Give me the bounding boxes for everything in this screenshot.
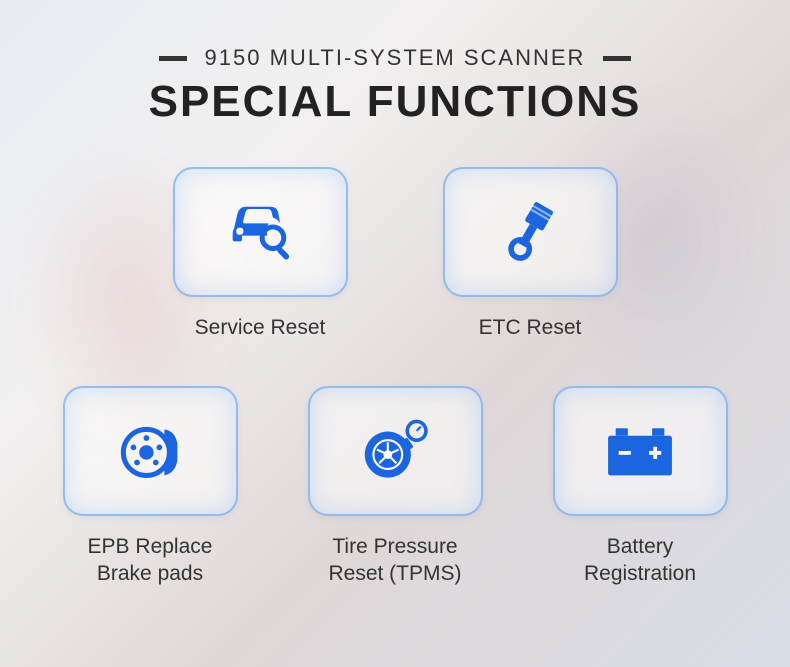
label-tpms: Tire Pressure Reset (TPMS) xyxy=(328,534,461,587)
row-1: Service Reset ETC Reset xyxy=(165,167,625,341)
car-search-icon xyxy=(224,196,296,268)
card-etc-reset: ETC Reset xyxy=(435,167,625,341)
card-service-reset: Service Reset xyxy=(165,167,355,341)
dash-right xyxy=(603,56,631,61)
tire-gauge-icon xyxy=(357,415,433,487)
piston-icon xyxy=(495,197,565,267)
page-title: SPECIAL FUNCTIONS xyxy=(0,77,790,127)
card-epb: EPB Replace Brake pads xyxy=(55,386,245,587)
card-battery: Battery Registration xyxy=(545,386,735,587)
infographic-panel: 9150 MULTI-SYSTEM SCANNER SPECIAL FUNCTI… xyxy=(0,0,790,587)
label-epb: EPB Replace Brake pads xyxy=(88,534,213,587)
tile-epb xyxy=(63,386,238,516)
label-etc-reset: ETC Reset xyxy=(479,315,582,341)
card-grid: Service Reset ETC Reset xyxy=(0,167,790,587)
label-service-reset: Service Reset xyxy=(195,315,326,341)
brake-disc-icon xyxy=(114,415,186,487)
tile-service-reset xyxy=(173,167,348,297)
tile-etc-reset xyxy=(443,167,618,297)
subtitle: 9150 MULTI-SYSTEM SCANNER xyxy=(205,45,586,71)
dash-left xyxy=(159,56,187,61)
tile-battery xyxy=(553,386,728,516)
subtitle-row: 9150 MULTI-SYSTEM SCANNER xyxy=(0,45,790,71)
card-tpms: Tire Pressure Reset (TPMS) xyxy=(300,386,490,587)
battery-icon xyxy=(602,420,678,482)
row-2: EPB Replace Brake pads xyxy=(55,386,735,587)
label-battery: Battery Registration xyxy=(584,534,696,587)
tile-tpms xyxy=(308,386,483,516)
